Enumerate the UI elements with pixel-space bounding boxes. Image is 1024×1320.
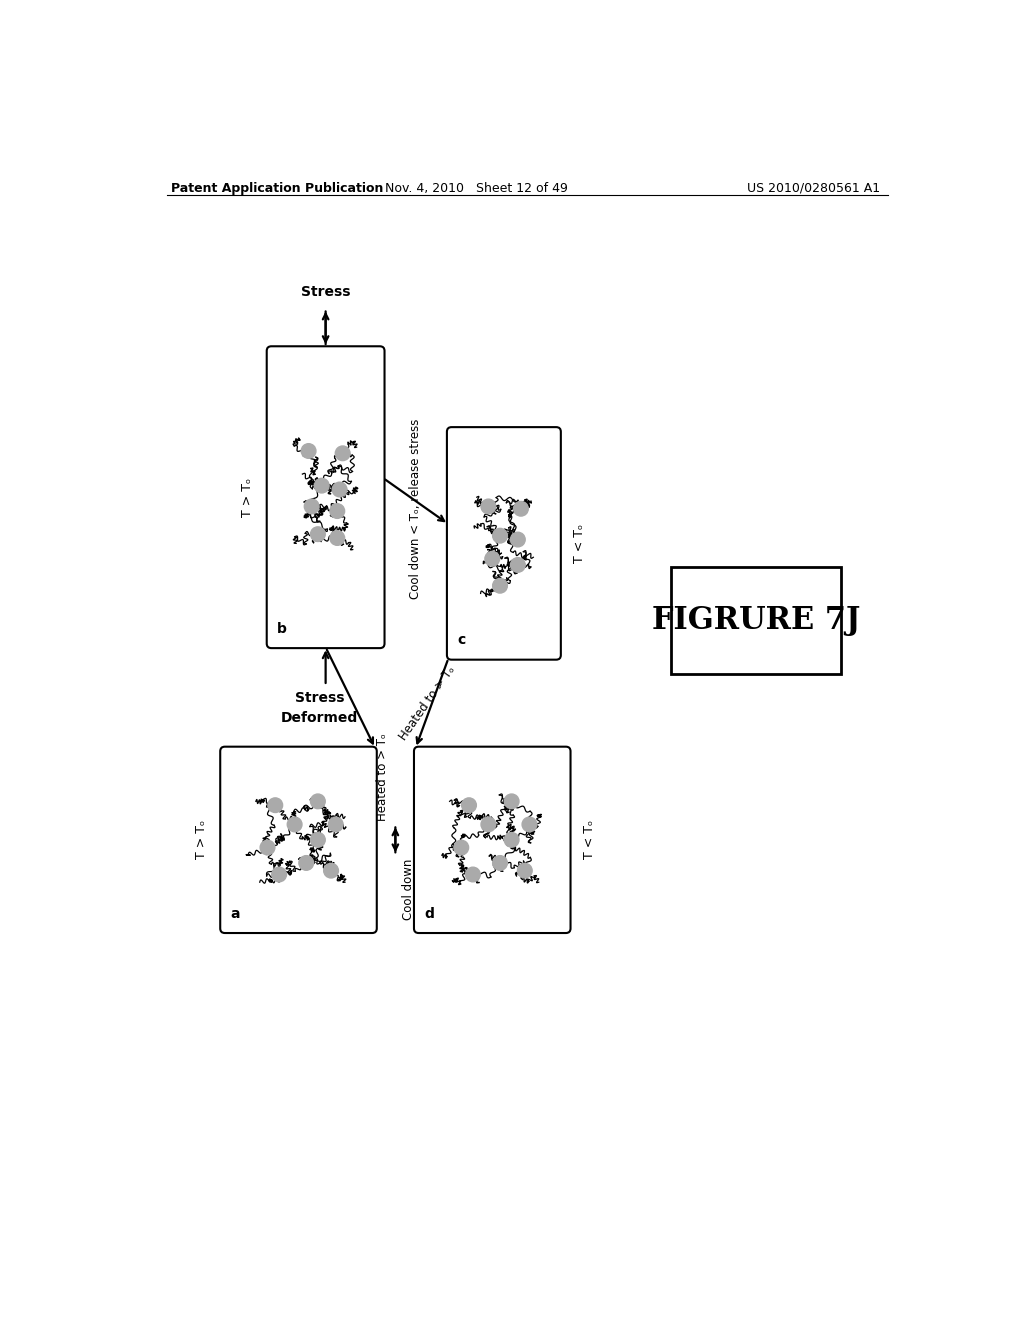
Text: US 2010/0280561 A1: US 2010/0280561 A1 bbox=[746, 182, 880, 194]
FancyBboxPatch shape bbox=[266, 346, 385, 648]
Circle shape bbox=[310, 833, 326, 847]
FancyBboxPatch shape bbox=[446, 428, 561, 660]
Circle shape bbox=[504, 795, 519, 809]
Text: T < Tₒ: T < Tₒ bbox=[583, 820, 596, 859]
Circle shape bbox=[335, 446, 350, 461]
Circle shape bbox=[260, 841, 274, 855]
Circle shape bbox=[485, 552, 500, 566]
Circle shape bbox=[310, 527, 326, 541]
Text: T > Tₒ: T > Tₒ bbox=[195, 820, 208, 859]
FancyBboxPatch shape bbox=[671, 566, 841, 675]
Text: c: c bbox=[457, 634, 465, 647]
FancyBboxPatch shape bbox=[220, 747, 377, 933]
Circle shape bbox=[324, 863, 338, 878]
Circle shape bbox=[493, 578, 507, 593]
Text: a: a bbox=[230, 907, 240, 921]
Text: Cool down: Cool down bbox=[401, 859, 415, 920]
Circle shape bbox=[330, 531, 345, 545]
Text: Patent Application Publication: Patent Application Publication bbox=[171, 182, 383, 194]
Circle shape bbox=[493, 528, 507, 543]
Circle shape bbox=[301, 444, 316, 458]
Circle shape bbox=[517, 863, 532, 878]
Text: d: d bbox=[424, 907, 434, 921]
Circle shape bbox=[514, 502, 528, 516]
Text: Deformed: Deformed bbox=[281, 711, 358, 725]
Circle shape bbox=[268, 797, 283, 813]
Text: Heated to > Tₒ: Heated to > Tₒ bbox=[376, 733, 389, 821]
Circle shape bbox=[329, 817, 343, 832]
Circle shape bbox=[314, 478, 329, 492]
Text: T > Tₒ: T > Tₒ bbox=[242, 478, 254, 516]
Circle shape bbox=[330, 504, 345, 519]
Circle shape bbox=[332, 482, 347, 496]
Text: FIGRURE 7J: FIGRURE 7J bbox=[651, 605, 860, 636]
Text: Cool down < Tₒ, release stress: Cool down < Tₒ, release stress bbox=[410, 418, 422, 599]
Text: b: b bbox=[276, 622, 287, 636]
Circle shape bbox=[288, 817, 302, 832]
Circle shape bbox=[510, 532, 525, 546]
Text: Stress: Stress bbox=[295, 692, 344, 705]
Circle shape bbox=[466, 867, 480, 882]
Circle shape bbox=[481, 817, 496, 832]
Text: T < Tₒ: T < Tₒ bbox=[573, 524, 586, 562]
Circle shape bbox=[493, 855, 507, 870]
Circle shape bbox=[310, 795, 326, 809]
Circle shape bbox=[454, 841, 469, 855]
Circle shape bbox=[522, 817, 537, 832]
Circle shape bbox=[299, 855, 313, 870]
Circle shape bbox=[304, 499, 319, 513]
Circle shape bbox=[510, 557, 525, 573]
Text: Nov. 4, 2010   Sheet 12 of 49: Nov. 4, 2010 Sheet 12 of 49 bbox=[385, 182, 568, 194]
Circle shape bbox=[504, 833, 519, 847]
Circle shape bbox=[462, 797, 476, 813]
Text: Heated to > Tₒ: Heated to > Tₒ bbox=[397, 664, 458, 743]
Circle shape bbox=[271, 867, 287, 882]
FancyBboxPatch shape bbox=[414, 747, 570, 933]
Text: Stress: Stress bbox=[301, 285, 350, 298]
Circle shape bbox=[481, 499, 496, 513]
